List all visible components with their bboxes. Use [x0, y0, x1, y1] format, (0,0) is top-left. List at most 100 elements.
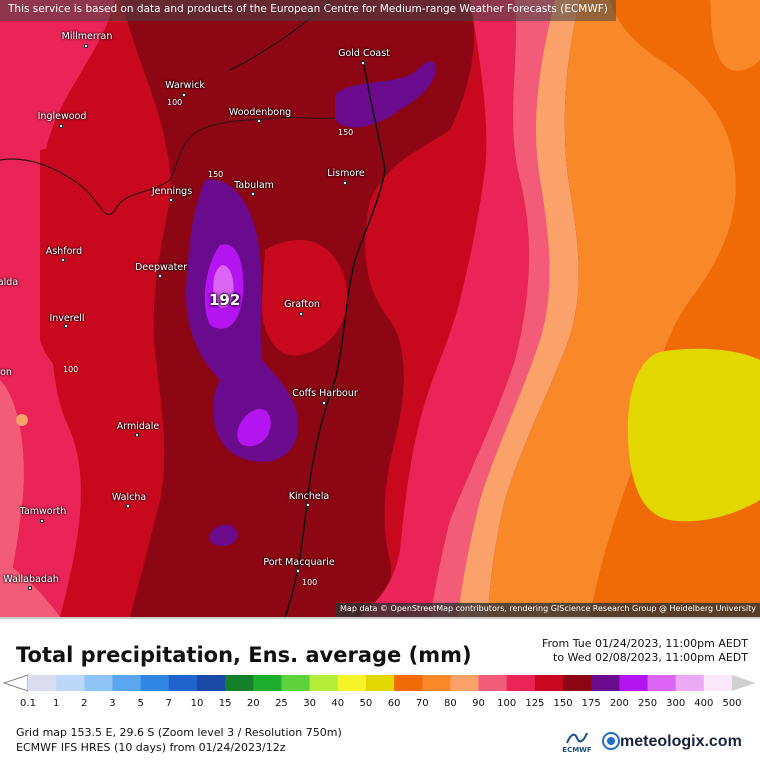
place-dot-ashford [61, 258, 65, 262]
map-attribution[interactable]: Map data © OpenStreetMap contributors, r… [336, 603, 760, 617]
scale-tick-label: 200 [609, 698, 629, 709]
contour-label: 100 [167, 98, 183, 107]
band-80-east [458, 0, 580, 617]
color-scale-bar [2, 674, 756, 692]
precipitation-map[interactable]: This service is based on data and produc… [0, 0, 760, 617]
place-warwick[interactable]: Warwick [165, 80, 205, 91]
scale-tick-label: 1 [52, 698, 60, 709]
scale-tick-label: 30 [303, 698, 316, 709]
grid-info-line-2: ECMWF IFS HRES (10 days) from 01/24/2023… [16, 741, 286, 754]
legend-title: Total precipitation, Ens. average (mm) [16, 643, 472, 667]
place-woodenbong[interactable]: Woodenbong [228, 107, 292, 118]
contour-label: 100 [63, 365, 79, 374]
scale-swatch [56, 675, 85, 691]
place-gold-coast[interactable]: Gold Coast [338, 48, 390, 59]
place-ashford[interactable]: Ashford [45, 246, 83, 257]
band-125-inner [261, 240, 348, 356]
scale-swatch [253, 675, 282, 691]
ecmwf-banner: This service is based on data and produc… [0, 0, 616, 21]
ecmwf-logo[interactable]: ECMWF [560, 731, 594, 754]
place-dot-gold-coast [361, 61, 365, 65]
place-millmerran[interactable]: Millmerran [61, 31, 113, 42]
scale-swatch [337, 675, 367, 691]
place-inverell[interactable]: Inverell [49, 313, 85, 324]
grid-info: Grid map 153.5 E, 29.6 S (Zoom level 3 /… [16, 725, 342, 755]
place-wallabadah[interactable]: Wallabadah [3, 574, 59, 585]
scale-swatch [619, 675, 649, 691]
scale-tick-label: 90 [472, 698, 485, 709]
spot-80 [16, 414, 28, 426]
place-kinchela[interactable]: Kinchela [288, 491, 330, 502]
place-coffs-harbour[interactable]: Coffs Harbour [292, 388, 358, 399]
scale-swatch [84, 675, 113, 691]
place-tamworth[interactable]: Tamworth [19, 506, 67, 517]
meteologix-icon [604, 734, 618, 748]
contour-label: 150 [338, 128, 354, 137]
band-175-main [185, 179, 299, 462]
place-dot-millmerran [84, 44, 88, 48]
scale-tick-label: 300 [666, 698, 686, 709]
place-dot-walcha [126, 504, 130, 508]
meteologix-logo-text: meteologix.com [620, 733, 742, 750]
place-port-macquarie[interactable]: Port Macquarie [263, 557, 335, 568]
place-dot-port-macquarie [296, 569, 300, 573]
scale-tick-label: 15 [218, 698, 232, 709]
meteologix-logo[interactable]: meteologix.com [604, 733, 742, 751]
scale-tick-label: 125 [525, 698, 545, 709]
band-90-east [430, 0, 555, 617]
place-dot-jennings [169, 198, 173, 202]
band-60-east-spot [710, 0, 760, 71]
place-alda[interactable]: alda [0, 277, 19, 288]
scale-tick-label: 20 [246, 698, 260, 709]
scale-tick-label: 500 [722, 698, 742, 709]
color-scale-ticks: 0.1 1 2 3 5 7 10 15 20 25 30 40 50 60 70 80 90 100 125 150 1… [0, 698, 760, 712]
place-jennings[interactable]: Jennings [151, 186, 193, 197]
place-deepwater[interactable]: Deepwater [134, 262, 188, 273]
place-armidale[interactable]: Armidale [116, 421, 160, 432]
scale-tick-label: 0.1 [20, 698, 36, 709]
scale-swatch [225, 675, 254, 691]
scale-swatch [394, 675, 423, 691]
band-200-south [237, 409, 271, 447]
precipitation-field [0, 0, 760, 617]
period-to: to Wed 02/08/2023, 11:00pm AEDT [553, 651, 748, 664]
scale-swatch [196, 675, 226, 691]
grid-info-line-1: Grid map 153.5 E, 29.6 S (Zoom level 3 /… [16, 726, 342, 739]
scale-tick-label: 7 [165, 698, 172, 709]
period-from: From Tue 01/24/2023, 11:00pm AEDT [542, 637, 748, 650]
scale-swatch [450, 675, 480, 691]
scale-swatch [28, 675, 57, 691]
scale-swatch [647, 675, 677, 691]
scale-tick-label: 50 [359, 698, 373, 709]
place-dot-kinchela [306, 503, 310, 507]
forecast-period: From Tue 01/24/2023, 11:00pm AEDT to Wed… [542, 637, 748, 665]
scale-tick-label: 150 [553, 698, 573, 709]
place-dot-deepwater [158, 274, 162, 278]
place-walcha[interactable]: Walcha [111, 492, 147, 503]
place-dot-coffs-harbour [322, 401, 326, 405]
place-dot-inglewood [59, 124, 63, 128]
place-dot-warwick [182, 93, 186, 97]
scale-tick-label: 10 [190, 698, 204, 709]
ecmwf-wave-icon [566, 732, 588, 744]
scale-swatch [478, 675, 508, 691]
scale-tick-label: 400 [694, 698, 714, 709]
scale-swatch [534, 675, 564, 691]
scale-swatch [112, 675, 142, 691]
place-tabulam[interactable]: Tabulam [234, 180, 274, 191]
scale-tick-label: 250 [637, 698, 658, 709]
place-on[interactable]: on [0, 367, 12, 378]
place-inglewood[interactable]: Inglewood [37, 111, 87, 122]
place-dot-inverell [64, 324, 68, 328]
band-50-east [627, 348, 760, 522]
scale-swatch [563, 675, 592, 691]
scale-tick-label: 25 [275, 698, 288, 709]
scale-swatch [281, 675, 311, 691]
place-dot-tabulam [251, 192, 255, 196]
place-lismore[interactable]: Lismore [327, 168, 365, 179]
band-100-west [0, 0, 115, 617]
scale-tick-label: 100 [497, 698, 517, 709]
scale-swatch [591, 675, 620, 691]
place-grafton[interactable]: Grafton [284, 299, 320, 310]
legend-panel: Total precipitation, Ens. average (mm) F… [0, 617, 760, 760]
